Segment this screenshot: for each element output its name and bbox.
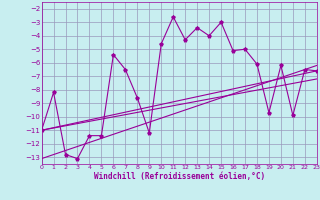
X-axis label: Windchill (Refroidissement éolien,°C): Windchill (Refroidissement éolien,°C) (94, 172, 265, 181)
